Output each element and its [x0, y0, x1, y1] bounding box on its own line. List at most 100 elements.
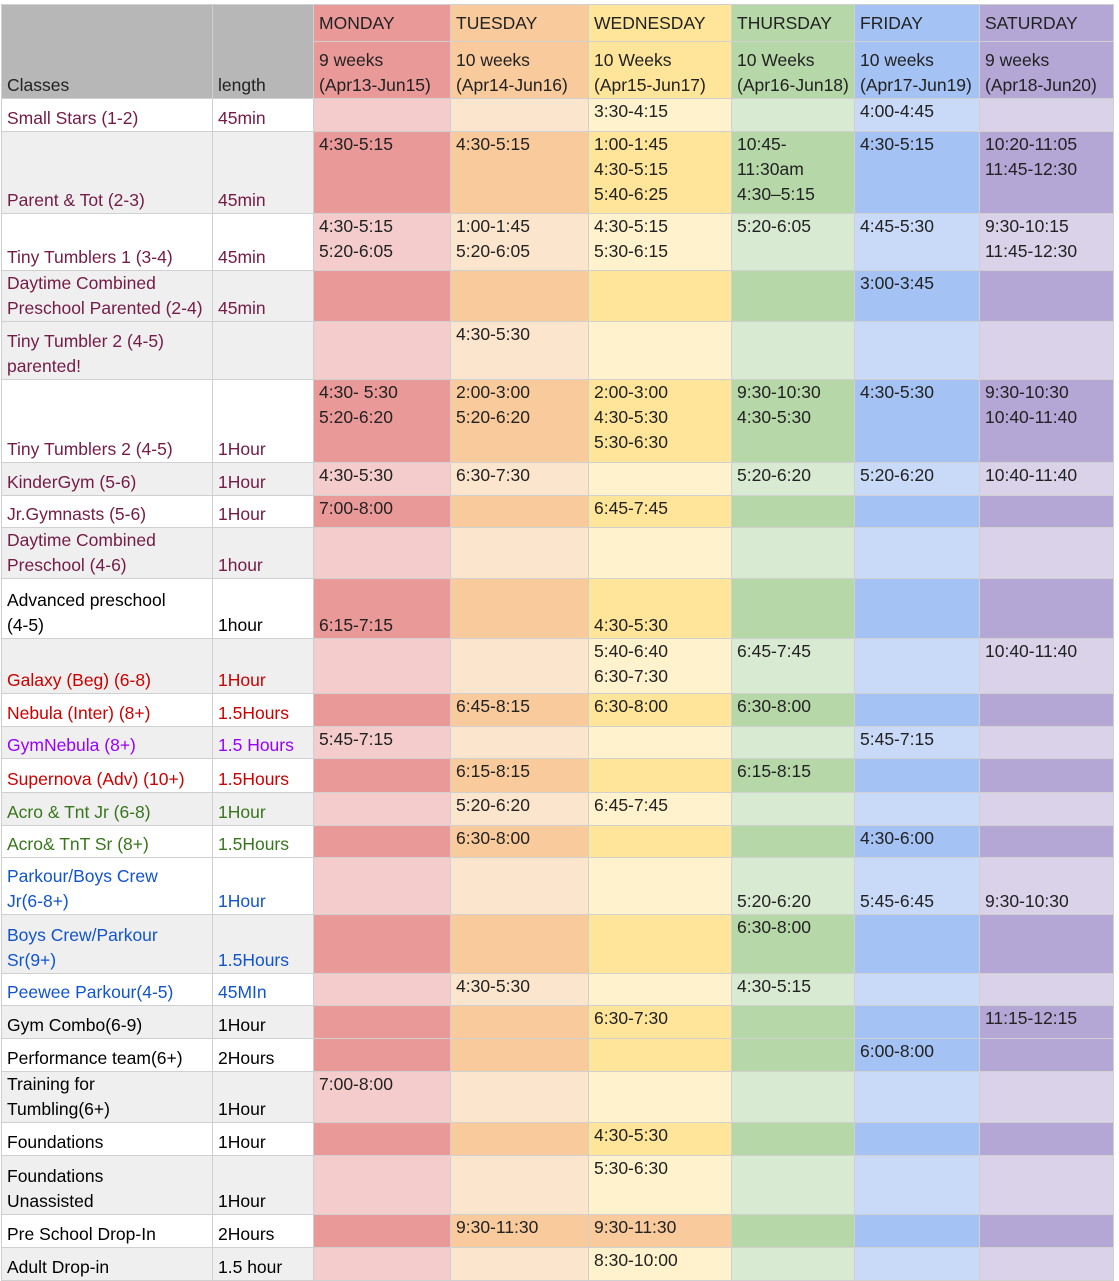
time-cell-saturday — [979, 527, 1114, 579]
time-cell-monday: 7:00-8:00 — [313, 1071, 451, 1123]
time-cell-tuesday — [450, 98, 589, 132]
time-cell-tuesday — [450, 578, 589, 639]
time-cell-monday — [313, 1247, 451, 1281]
time-cell-monday: 4:30-5:15 — [313, 131, 451, 214]
weeks-thursday: 10 Weeks (Apr16-Jun18) — [731, 41, 855, 99]
time-cell-thursday — [731, 495, 855, 528]
time-cell-tuesday: 6:30-8:00 — [450, 825, 589, 858]
time-cell-thursday — [731, 1155, 855, 1215]
class-length — [212, 321, 314, 380]
time-cell-thursday: 10:45-11:30am 4:30–5:15 — [731, 131, 855, 214]
time-cell-thursday: 6:45-7:45 — [731, 638, 855, 694]
time-cell-saturday — [979, 726, 1114, 759]
time-cell-saturday — [979, 693, 1114, 727]
class-name: Tiny Tumblers 2 (4-5) — [1, 379, 213, 463]
class-name: Daytime Combined Preschool Parented (2-4… — [1, 270, 213, 322]
class-name: Pre School Drop-In — [1, 1214, 213, 1248]
time-cell-monday — [313, 98, 451, 132]
time-cell-thursday: 9:30-10:30 4:30-5:30 — [731, 379, 855, 463]
class-name: Supernova (Adv) (10+) — [1, 758, 213, 793]
schedule-row: Foundations Unassisted 1Hour 5:30-6:30 — [1, 1155, 1114, 1215]
time-cell-thursday — [731, 792, 855, 826]
class-name: Performance team(6+) — [1, 1038, 213, 1072]
time-cell-monday — [313, 973, 451, 1006]
time-cell-saturday — [979, 792, 1114, 826]
time-cell-thursday: 5:20-6:05 — [731, 213, 855, 271]
class-name: KinderGym (5-6) — [1, 462, 213, 496]
time-cell-thursday: 6:30-8:00 — [731, 914, 855, 974]
time-cell-thursday — [731, 825, 855, 858]
class-length: 1.5Hours — [212, 914, 314, 974]
time-cell-saturday: 11:15-12:15 — [979, 1005, 1114, 1039]
day-header-friday: FRIDAY — [854, 4, 980, 42]
class-length: 1.5Hours — [212, 693, 314, 727]
time-cell-tuesday — [450, 527, 589, 579]
schedule-row: Jr.Gymnasts (5-6) 1Hour 7:00-8:00 6:45-7:45 — [1, 495, 1114, 528]
time-cell-thursday — [731, 321, 855, 380]
class-length: 1.5Hours — [212, 758, 314, 793]
schedule-row: Supernova (Adv) (10+) 1.5Hours 6:15-8:15 6:… — [1, 758, 1114, 793]
class-length: 45MIn — [212, 973, 314, 1006]
time-cell-thursday — [731, 578, 855, 639]
schedule-row: Tiny Tumblers 1 (3-4) 45min 4:30-5:15 5:20… — [1, 213, 1114, 271]
class-name: Peewee Parkour(4-5) — [1, 973, 213, 1006]
schedule-row: Performance team(6+) 2Hours 6:00-8:00 — [1, 1038, 1114, 1072]
time-cell-friday: 4:30-5:15 — [854, 131, 980, 214]
class-length: 1hour — [212, 527, 314, 579]
schedule-row: Foundations 1Hour 4:30-5:30 — [1, 1122, 1114, 1156]
weeks-wednesday: 10 Weeks (Apr15-Jun17) — [588, 41, 732, 99]
time-cell-tuesday — [450, 1038, 589, 1072]
time-cell-friday — [854, 792, 980, 826]
class-length: 1Hour — [212, 379, 314, 463]
class-length: 1Hour — [212, 638, 314, 694]
time-cell-thursday — [731, 1071, 855, 1123]
time-cell-tuesday: 4:30-5:30 — [450, 321, 589, 380]
time-cell-monday: 5:45-7:15 — [313, 726, 451, 759]
time-cell-wednesday: 9:30-11:30 — [588, 1214, 732, 1248]
time-cell-tuesday — [450, 1005, 589, 1039]
class-schedule-table: Classes length MONDAY TUESDAY WEDNESDAY … — [1, 4, 1114, 1281]
time-cell-tuesday — [450, 1155, 589, 1215]
time-cell-thursday: 5:20-6:20 — [731, 857, 855, 915]
time-cell-saturday — [979, 98, 1114, 132]
time-cell-friday — [854, 1071, 980, 1123]
time-cell-wednesday — [588, 1071, 732, 1123]
schedule-row: Small Stars (1-2) 45min 3:30-4:15 4:00-4:45 — [1, 98, 1114, 132]
time-cell-wednesday: 4:30-5:30 — [588, 1122, 732, 1156]
schedule-row: Tiny Tumbler 2 (4-5) parented! 4:30-5:30 — [1, 321, 1114, 380]
class-length: 1Hour — [212, 1005, 314, 1039]
schedule-row: Parent & Tot (2-3) 45min 4:30-5:15 4:30-5:1… — [1, 131, 1114, 214]
class-name: Gym Combo(6-9) — [1, 1005, 213, 1039]
time-cell-tuesday: 6:30-7:30 — [450, 462, 589, 496]
time-cell-monday — [313, 792, 451, 826]
time-cell-tuesday — [450, 270, 589, 322]
class-length: 1Hour — [212, 1155, 314, 1215]
time-cell-wednesday: 6:30-8:00 — [588, 693, 732, 727]
time-cell-saturday — [979, 270, 1114, 322]
schedule-row: Adult Drop-in 1.5 hour 8:30-10:00 — [1, 1247, 1114, 1281]
time-cell-saturday — [979, 973, 1114, 1006]
class-length: 45min — [212, 213, 314, 271]
class-length: 45min — [212, 270, 314, 322]
class-name: Adult Drop-in — [1, 1247, 213, 1281]
classes-header: Classes — [1, 4, 213, 99]
schedule-row: Galaxy (Beg) (6-8) 1Hour 5:40-6:40 6:30-7:… — [1, 638, 1114, 694]
time-cell-monday — [313, 693, 451, 727]
time-cell-monday: 4:30-5:30 — [313, 462, 451, 496]
time-cell-monday — [313, 758, 451, 793]
time-cell-monday — [313, 638, 451, 694]
time-cell-thursday — [731, 1247, 855, 1281]
time-cell-friday — [854, 1214, 980, 1248]
time-cell-saturday: 9:30-10:30 10:40-11:40 — [979, 379, 1114, 463]
time-cell-friday — [854, 973, 980, 1006]
schedule-row: Acro& TnT Sr (8+) 1.5Hours 6:30-8:00 4:30-6… — [1, 825, 1114, 858]
time-cell-friday — [854, 693, 980, 727]
time-cell-wednesday — [588, 914, 732, 974]
class-length: 1Hour — [212, 1071, 314, 1123]
time-cell-wednesday — [588, 857, 732, 915]
time-cell-monday: 4:30- 5:30 5:20-6:20 — [313, 379, 451, 463]
time-cell-tuesday: 6:45-8:15 — [450, 693, 589, 727]
time-cell-thursday: 6:30-8:00 — [731, 693, 855, 727]
time-cell-saturday — [979, 495, 1114, 528]
time-cell-monday — [313, 270, 451, 322]
